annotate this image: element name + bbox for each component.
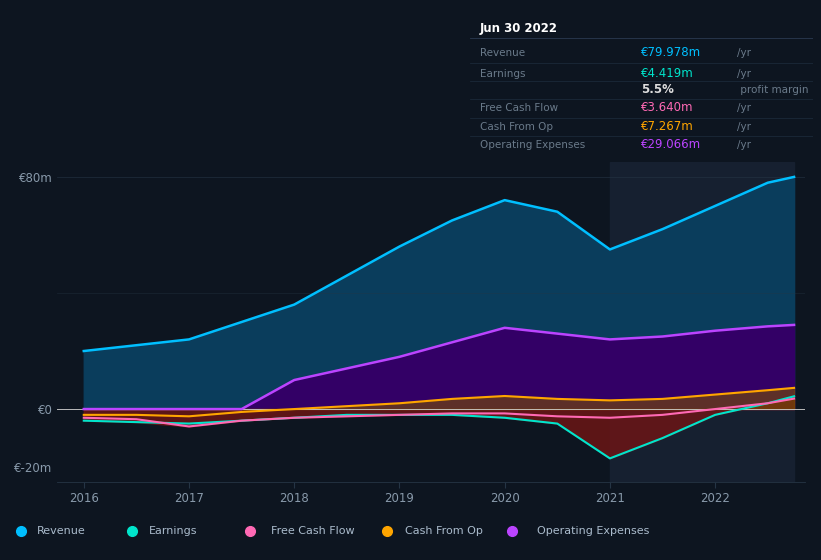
Text: Jun 30 2022: Jun 30 2022: [480, 22, 558, 35]
Text: €29.066m: €29.066m: [641, 138, 701, 151]
Text: Operating Expenses: Operating Expenses: [480, 140, 585, 150]
Text: Earnings: Earnings: [480, 68, 525, 78]
Text: Revenue: Revenue: [37, 526, 85, 535]
Text: /yr: /yr: [737, 122, 751, 132]
Text: Free Cash Flow: Free Cash Flow: [480, 102, 558, 113]
Text: Free Cash Flow: Free Cash Flow: [271, 526, 355, 535]
Text: €7.267m: €7.267m: [641, 120, 694, 133]
Text: Cash From Op: Cash From Op: [405, 526, 483, 535]
Text: €3.640m: €3.640m: [641, 101, 694, 114]
Text: /yr: /yr: [737, 48, 751, 58]
Text: profit margin: profit margin: [737, 85, 809, 95]
Text: /yr: /yr: [737, 102, 751, 113]
Text: Earnings: Earnings: [149, 526, 197, 535]
Bar: [610, 162, 794, 482]
Text: 5.5%: 5.5%: [641, 83, 674, 96]
Text: /yr: /yr: [737, 140, 751, 150]
Text: Cash From Op: Cash From Op: [480, 122, 553, 132]
Text: Revenue: Revenue: [480, 48, 525, 58]
Text: /yr: /yr: [737, 68, 751, 78]
Text: €4.419m: €4.419m: [641, 67, 694, 80]
Text: €79.978m: €79.978m: [641, 46, 701, 59]
Text: Operating Expenses: Operating Expenses: [538, 526, 649, 535]
